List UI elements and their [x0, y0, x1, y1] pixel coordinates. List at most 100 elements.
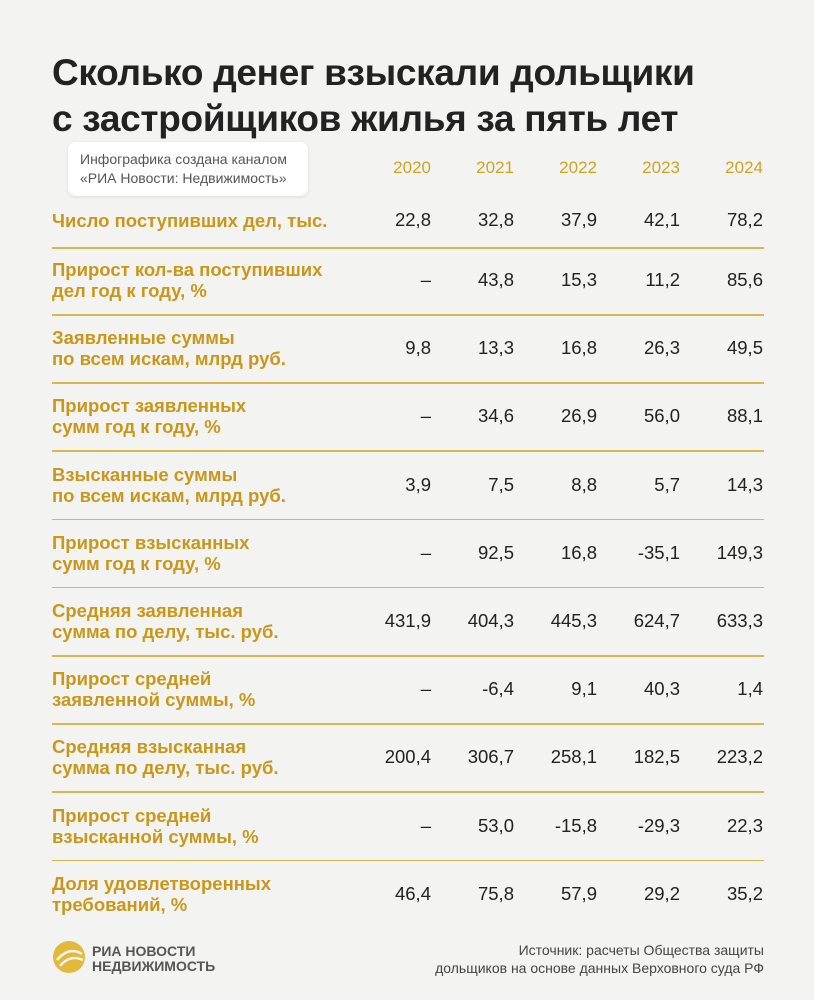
column-header: 2023: [642, 158, 680, 177]
cell-value: 37,9: [560, 209, 597, 230]
logo-text: РИА НОВОСТИ: [92, 943, 196, 959]
row-label: Прирост кол-ва поступивших: [52, 259, 323, 280]
cell-value: 223,2: [716, 746, 763, 768]
cell-value: 88,1: [726, 405, 763, 427]
row-separator: [52, 586, 764, 589]
row-separator: [52, 791, 764, 793]
row-label: Прирост средней: [52, 668, 212, 690]
row-separator: [52, 518, 764, 521]
row-label: по всем искам, млрд руб.: [52, 348, 286, 370]
cell-value: -15,8: [554, 814, 597, 836]
badge-text: Инфографика создана каналом: [80, 151, 287, 167]
row-label: Прирост заявленных: [52, 395, 247, 417]
cell-value: 49,5: [726, 337, 763, 359]
cell-value: –: [420, 678, 431, 700]
cell-value: 32,8: [477, 209, 514, 230]
cell-value: 431,9: [384, 610, 431, 631]
cell-value: 22,8: [394, 209, 431, 230]
cell-value: 29,2: [643, 882, 680, 904]
row-label: Заявленные суммы: [52, 327, 235, 349]
cell-value: 78,2: [726, 209, 763, 230]
cell-value: 26,3: [643, 337, 680, 359]
cell-value: 9,1: [571, 678, 597, 700]
cell-value: 633,3: [716, 610, 763, 631]
cell-value: –: [420, 405, 431, 427]
cell-value: 92,5: [477, 541, 514, 563]
logo-text: НЕДВИЖИМОСТЬ: [92, 958, 216, 974]
cell-value: –: [420, 269, 431, 290]
row-separator: [52, 382, 764, 384]
cell-value: 56,0: [643, 405, 680, 427]
row-label: Прирост средней: [52, 804, 212, 826]
cell-value: 7,5: [488, 473, 514, 495]
row-label: Средняя заявленная: [52, 600, 243, 621]
badge-box: [68, 142, 308, 196]
cell-value: -35,1: [637, 541, 680, 563]
row-label: требований, %: [52, 893, 188, 915]
row-label: Доля удовлетворенных: [52, 872, 272, 894]
cell-value: 306,7: [467, 746, 514, 768]
row-separator: [52, 655, 764, 657]
row-label: Средняя взысканная: [52, 736, 247, 758]
cell-value: 13,3: [477, 337, 514, 359]
row-separator: [52, 247, 764, 249]
badge-text: «РИА Новости: Недвижимость»: [80, 170, 287, 186]
column-header: 2020: [393, 158, 431, 177]
cell-value: 40,3: [643, 678, 680, 700]
cell-value: 200,4: [384, 746, 431, 768]
row-label: заявленной суммы, %: [52, 689, 256, 711]
cell-value: 9,8: [405, 337, 431, 359]
cell-value: 1,4: [737, 678, 763, 700]
cell-value: 22,3: [726, 814, 763, 836]
row-separator: [52, 314, 764, 316]
cell-value: 43,8: [477, 269, 514, 290]
cell-value: 57,9: [560, 882, 597, 904]
row-label: Взысканные суммы: [52, 463, 238, 485]
cell-value: 14,3: [726, 473, 763, 495]
cell-value: 3,9: [405, 473, 431, 495]
title-line: Сколько денег взыскали дольщики: [52, 52, 695, 93]
cell-value: 75,8: [477, 882, 514, 904]
cell-value: 34,6: [477, 405, 514, 427]
cell-value: 8,8: [571, 473, 597, 495]
cell-value: 46,4: [394, 882, 431, 904]
cell-value: 85,6: [726, 269, 763, 290]
cell-value: -6,4: [482, 678, 514, 700]
cell-value: -29,3: [637, 814, 680, 836]
cell-value: 42,1: [643, 209, 680, 230]
cell-value: 35,2: [726, 882, 763, 904]
row-label: дел год к году, %: [52, 280, 207, 301]
cell-value: 258,1: [550, 746, 597, 768]
cell-value: 624,7: [633, 610, 680, 631]
row-separator: [52, 723, 764, 725]
logo-icon: [53, 941, 85, 973]
cell-value: 445,3: [550, 610, 597, 631]
source-text: дольщиков на основе данных Верховного су…: [435, 960, 764, 976]
column-header: 2022: [559, 158, 597, 177]
row-label: сумма по делу, тыс. руб.: [52, 757, 279, 779]
title-line: с застройщиков жилья за пять лет: [52, 98, 679, 139]
cell-value: 182,5: [633, 746, 680, 768]
row-label: сумма по делу, тыс. руб.: [52, 621, 279, 642]
cell-value: 16,8: [560, 541, 597, 563]
row-separator: [52, 450, 764, 452]
cell-value: –: [420, 814, 431, 836]
cell-value: 16,8: [560, 337, 597, 359]
row-label: Прирост взысканных: [52, 531, 250, 553]
row-separator: [52, 859, 764, 862]
cell-value: 11,2: [645, 269, 680, 290]
row-label: Число поступивших дел, тыс.: [52, 209, 328, 231]
cell-value: 149,3: [716, 541, 763, 563]
cell-value: 15,3: [560, 269, 597, 290]
cell-value: 26,9: [560, 405, 597, 427]
cell-value: 5,7: [654, 473, 680, 495]
row-label: взысканной суммы, %: [52, 825, 259, 847]
column-header: 2024: [725, 158, 763, 177]
row-label: по всем искам, млрд руб.: [52, 484, 286, 506]
cell-value: 404,3: [467, 610, 514, 631]
source-text: Источник: расчеты Общества защиты: [518, 942, 764, 958]
row-label: сумм год к году, %: [52, 416, 221, 438]
cell-value: 53,0: [477, 814, 514, 836]
cell-value: –: [420, 541, 431, 563]
